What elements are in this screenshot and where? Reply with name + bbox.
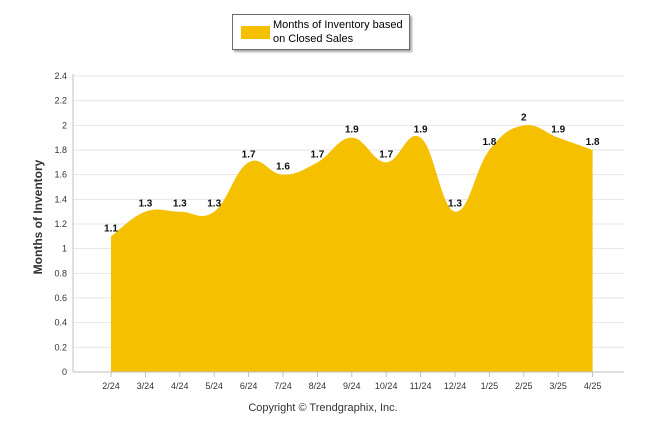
x-tick-label: 2/25 <box>515 381 533 391</box>
data-label: 1.1 <box>104 223 118 234</box>
x-tick-label: 2/24 <box>102 381 120 391</box>
y-tick-label: 0.4 <box>54 318 67 328</box>
data-label: 1.9 <box>345 125 359 136</box>
copyright-footer: Copyright © Trendgraphix, Inc. <box>248 402 398 414</box>
x-tick-label: 4/24 <box>171 381 189 391</box>
x-axis-ticks: 2/24 3/24 4/24 5/24 6/24 7/24 8/24 9/24 10/24 11/… <box>102 372 601 391</box>
data-label: 1.9 <box>414 125 428 136</box>
x-tick-label: 12/24 <box>444 381 467 391</box>
y-tick-label: 2.4 <box>54 71 67 81</box>
y-axis-label: Months of Inventory <box>31 159 45 275</box>
y-tick-label: 1.8 <box>54 145 67 155</box>
x-tick-label: 8/24 <box>309 381 327 391</box>
data-label: 1.3 <box>448 199 462 210</box>
x-tick-label: 10/24 <box>375 381 398 391</box>
legend-label: Months of Inventory based on Closed Sale… <box>273 19 403 45</box>
legend-swatch <box>241 26 270 39</box>
data-labels: 1.1 1.3 1.3 1.3 1.7 1.6 1.7 1.9 1.7 1.9 1.3 1.8 2 1.9… <box>104 112 600 234</box>
y-tick-label: 2 <box>62 120 67 130</box>
y-tick-label: 0.6 <box>54 293 67 303</box>
x-tick-label: 9/24 <box>343 381 361 391</box>
data-label: 1.3 <box>173 199 187 210</box>
x-tick-label: 1/25 <box>481 381 499 391</box>
legend: Months of Inventory based on Closed Sale… <box>232 14 410 50</box>
y-tick-label: 1 <box>62 244 67 254</box>
x-tick-label: 6/24 <box>240 381 258 391</box>
area-series <box>111 124 593 372</box>
data-label: 1.8 <box>586 137 600 148</box>
x-tick-label: 7/24 <box>274 381 292 391</box>
x-tick-label: 3/25 <box>549 381 567 391</box>
y-tick-label: 0.8 <box>54 268 67 278</box>
y-tick-label: 1.6 <box>54 170 67 180</box>
axes <box>72 74 624 373</box>
data-label: 1.9 <box>551 125 565 136</box>
data-label: 1.3 <box>138 199 152 210</box>
x-tick-label: 3/24 <box>137 381 155 391</box>
y-tick-label: 1.4 <box>54 194 67 204</box>
data-label: 1.7 <box>242 149 256 160</box>
data-label: 1.7 <box>379 149 393 160</box>
y-tick-label: 0 <box>62 367 67 377</box>
y-tick-label: 1.2 <box>54 219 67 229</box>
y-tick-label: 2.2 <box>54 96 67 106</box>
data-label: 1.8 <box>482 137 496 148</box>
data-label: 1.7 <box>310 149 324 160</box>
data-label: 2 <box>521 112 527 123</box>
x-tick-label: 5/24 <box>205 381 223 391</box>
x-tick-label: 11/24 <box>410 381 432 391</box>
data-label: 1.6 <box>276 162 290 173</box>
y-tick-label: 0.2 <box>54 342 67 352</box>
x-tick-label: 4/25 <box>584 381 602 391</box>
area-fill <box>111 124 593 372</box>
y-axis-ticks: 0 0.2 0.4 0.6 0.8 1 1.2 1.4 1.6 1.8 2 2.2 2.4 <box>54 71 67 377</box>
data-label: 1.3 <box>207 199 221 210</box>
